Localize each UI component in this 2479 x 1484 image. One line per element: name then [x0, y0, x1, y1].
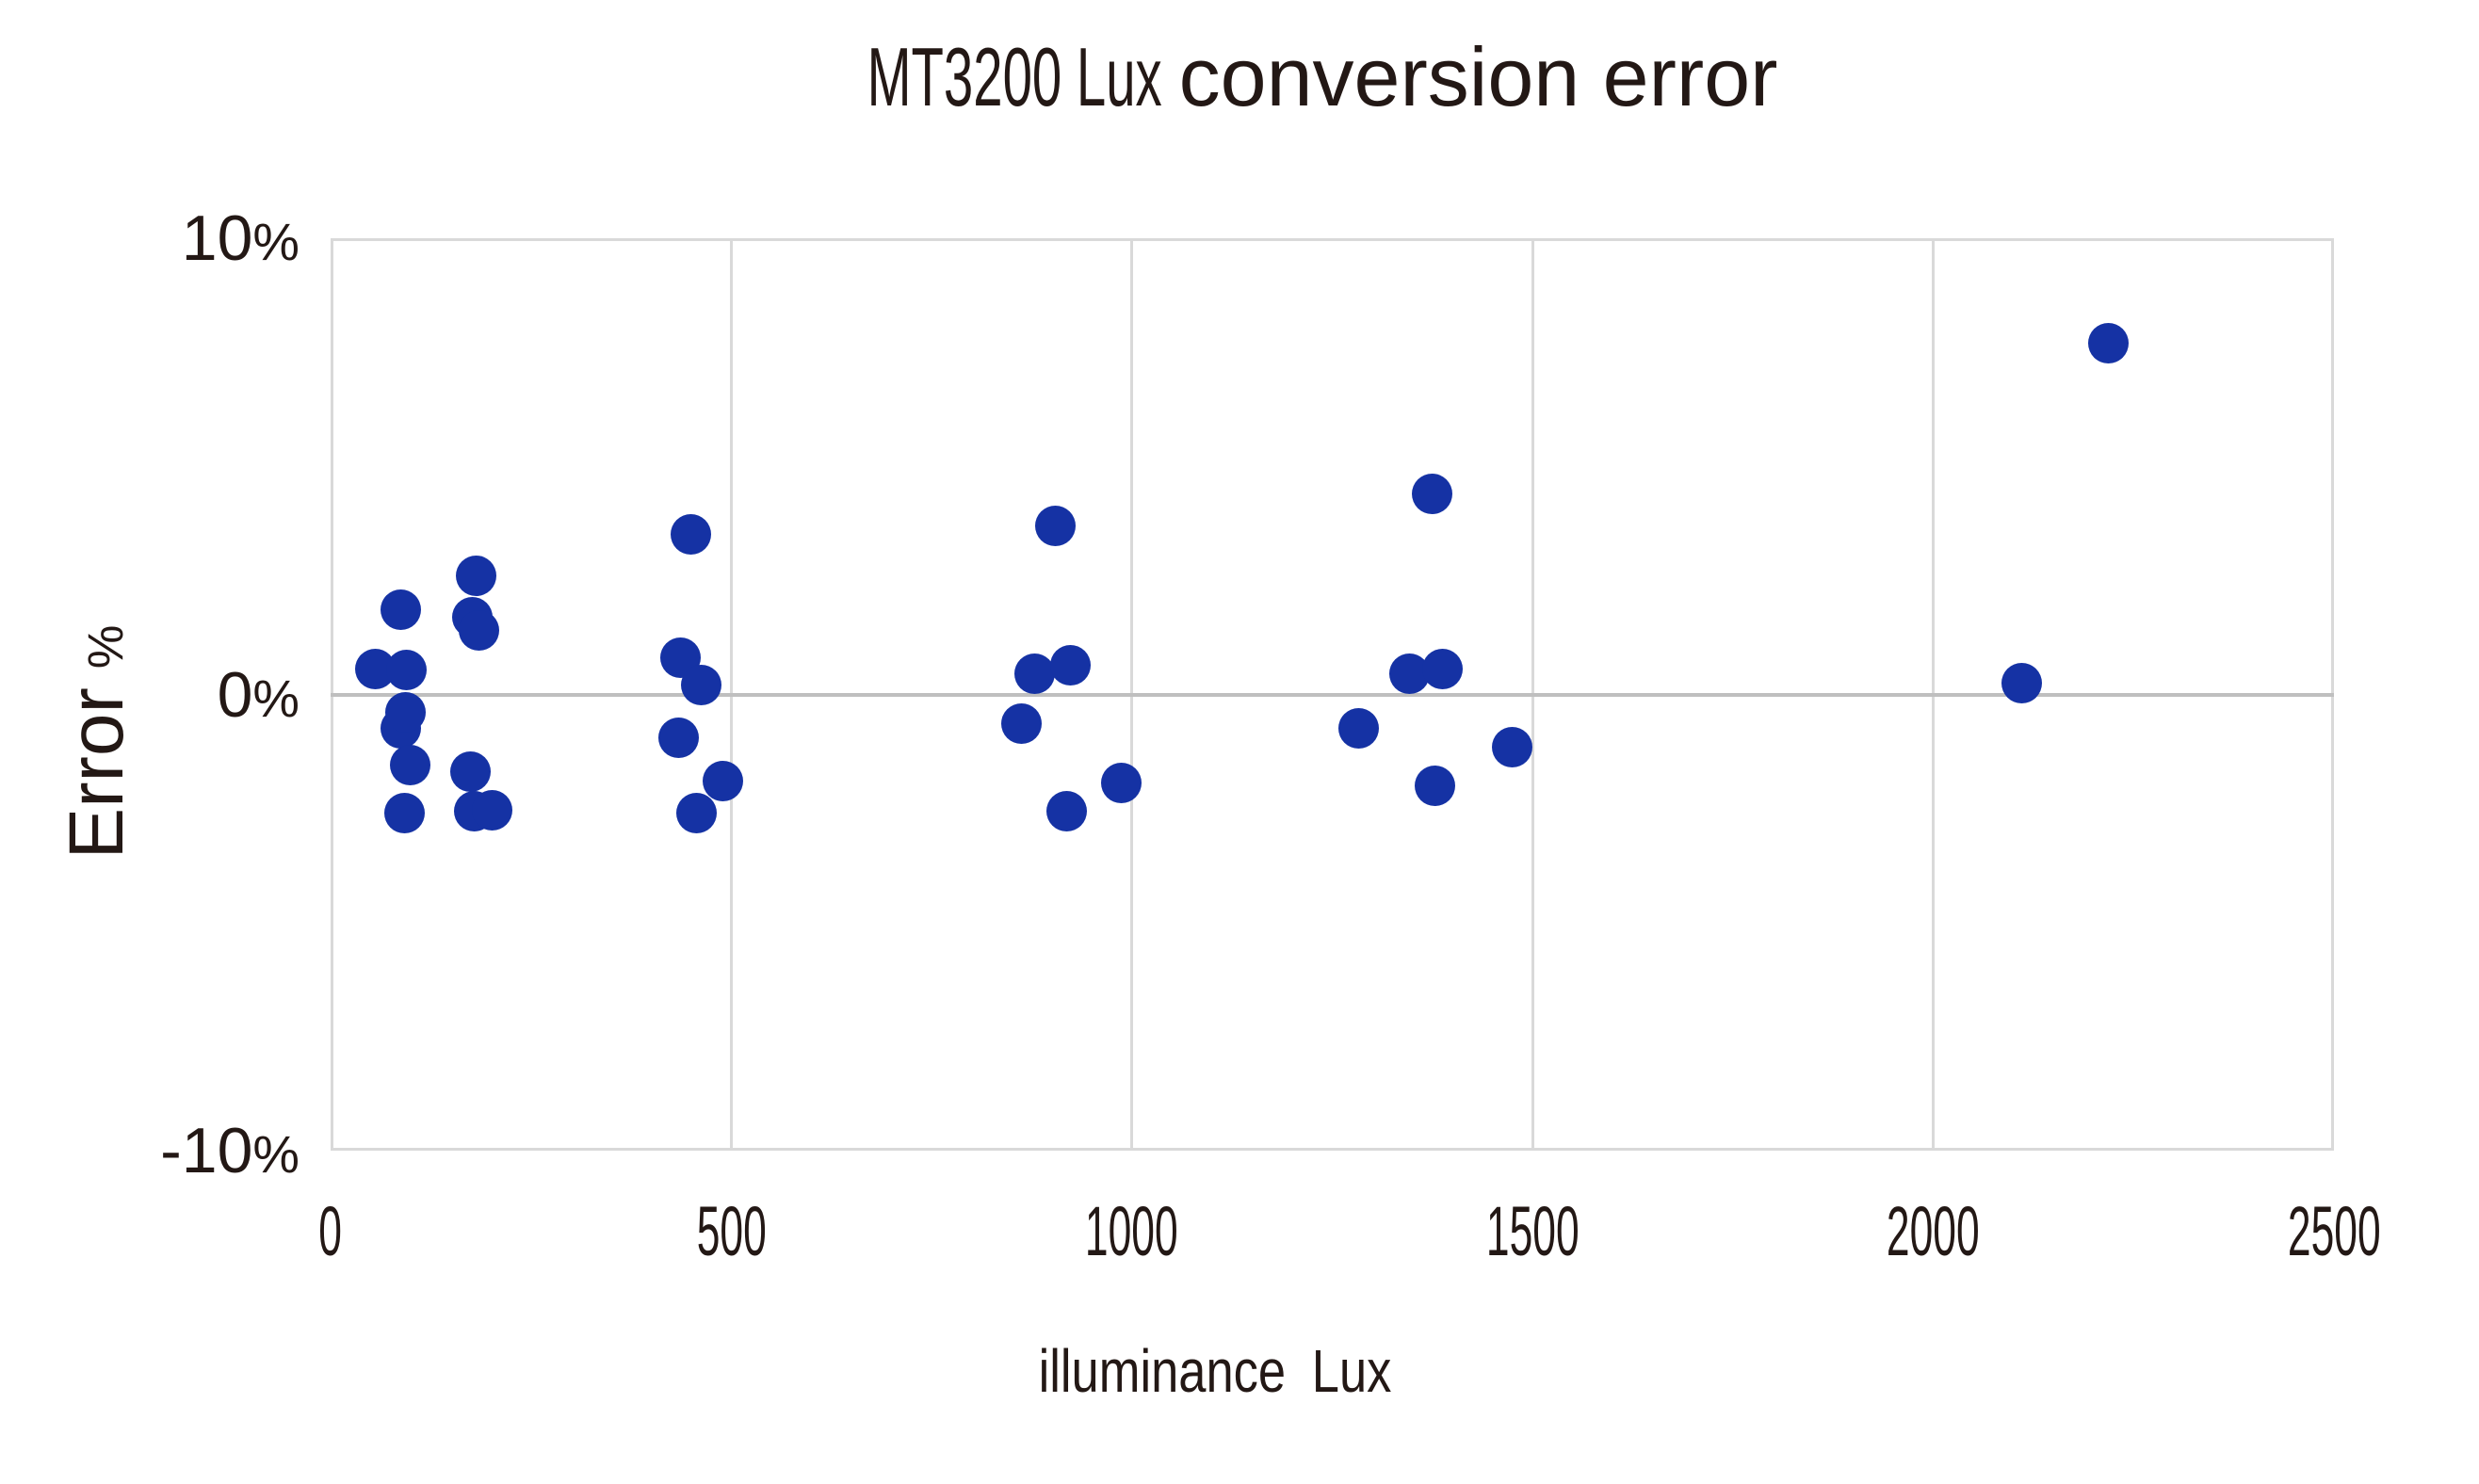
data-point [657, 718, 699, 759]
x-tick-label-500: 500 [696, 1192, 767, 1270]
data-point [1421, 649, 1463, 690]
x-axis-title-unit: Lux [1311, 1337, 1392, 1405]
percent-sign: % [252, 669, 300, 728]
data-point [671, 514, 712, 556]
data-point [386, 650, 428, 691]
y-tick-label--10: -10% [160, 1115, 300, 1186]
data-point [2001, 662, 2042, 703]
chart-title-model: MT3200 Lux [867, 30, 1162, 123]
x-axis-title: illuminance Lux [1039, 1335, 1392, 1408]
data-point [680, 665, 721, 706]
data-point [450, 751, 492, 793]
data-point [381, 589, 422, 631]
x-tick-label-2500: 2500 [2287, 1192, 2381, 1270]
data-point [1412, 473, 1453, 514]
data-point [702, 761, 743, 802]
y-tick-label-10: 10% [181, 202, 300, 274]
x-tick-label-1500: 1500 [1485, 1192, 1580, 1270]
data-point [1338, 708, 1380, 750]
data-point [1035, 505, 1077, 546]
data-point [1101, 763, 1142, 804]
data-point [2088, 322, 2130, 363]
data-point [385, 692, 427, 734]
x-tick-label-2000: 2000 [1887, 1192, 1980, 1270]
x-axis-title-text: illuminance [1038, 1337, 1287, 1405]
percent-sign: % [252, 213, 300, 271]
x-tick-label-0: 0 [318, 1192, 343, 1270]
data-point [1491, 726, 1532, 767]
x-tick-label-1000: 1000 [1085, 1192, 1179, 1270]
data-point [1014, 653, 1056, 695]
y-tick-label-0: 0% [217, 658, 300, 731]
data-point [456, 556, 497, 597]
percent-sign: % [252, 1125, 300, 1184]
data-point [458, 610, 499, 652]
data-point [1046, 790, 1088, 831]
data-point [676, 792, 718, 833]
chart-title: MT3200 Lux conversion error [702, 30, 1778, 123]
chart-title-text: conversion error [1178, 30, 1778, 123]
data-point [1049, 644, 1091, 686]
data-point [1000, 703, 1042, 745]
data-point [1414, 765, 1455, 806]
zero-gridline [331, 692, 2334, 697]
data-point [389, 745, 430, 786]
data-point [471, 789, 512, 831]
data-point [383, 792, 425, 833]
